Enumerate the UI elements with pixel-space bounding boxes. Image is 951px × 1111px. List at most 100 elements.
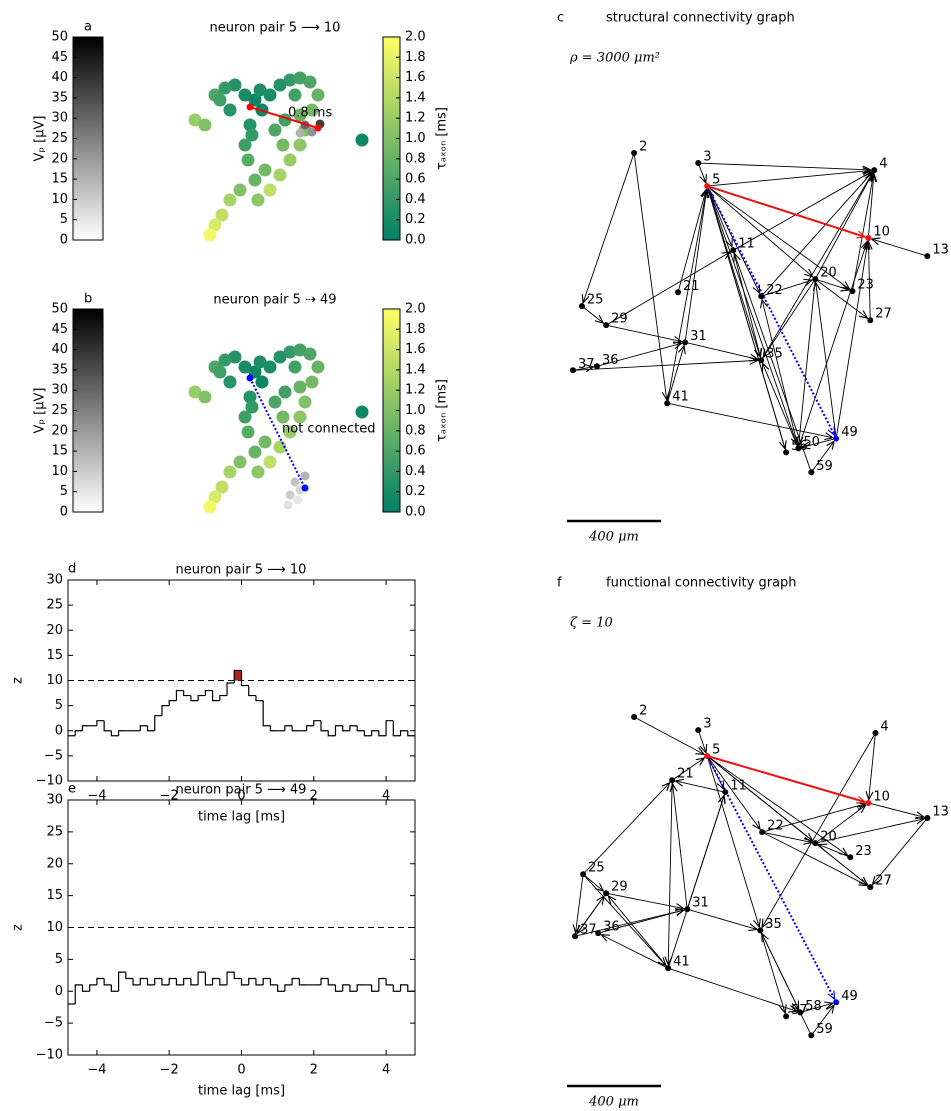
x-tick-label: 2 xyxy=(310,789,318,804)
panel-letter: a xyxy=(84,20,92,35)
axon-point xyxy=(288,360,302,374)
colorbar-tick-label: 0.0 xyxy=(405,505,426,520)
signal-point xyxy=(283,500,293,510)
node-label: 31 xyxy=(692,896,709,911)
node-label: 22 xyxy=(766,283,783,298)
edge xyxy=(687,908,757,929)
edge xyxy=(706,185,812,277)
annotation-group: not connected xyxy=(246,374,376,492)
node-label: 25 xyxy=(587,293,604,308)
colorbar-tick-label: 15 xyxy=(51,172,68,187)
axon-point xyxy=(215,480,229,494)
y-axis-label: z xyxy=(11,924,26,931)
edge xyxy=(810,1005,834,1036)
y-axis-label: z xyxy=(11,677,26,684)
axon-point xyxy=(223,103,237,117)
axon-point xyxy=(245,400,259,414)
histogram-step xyxy=(284,984,293,992)
histogram-step xyxy=(327,730,336,737)
edge xyxy=(706,185,797,445)
colorbar-tick-label: 40 xyxy=(51,70,68,85)
panel-letter: d xyxy=(68,562,76,577)
colorbar-tick-label: 0.6 xyxy=(405,444,426,459)
axon-point xyxy=(228,78,242,92)
colorbar-tick-label: 0.2 xyxy=(405,484,426,499)
histogram-step xyxy=(269,725,278,732)
histogram-step xyxy=(342,984,350,992)
edge xyxy=(671,758,704,781)
axon-point xyxy=(263,360,277,374)
axon-point xyxy=(305,375,319,389)
histogram-step xyxy=(356,984,365,992)
node-label: 37 xyxy=(578,357,595,372)
edge xyxy=(708,189,787,453)
histogram-step xyxy=(96,720,105,726)
node xyxy=(758,357,765,364)
axon-point xyxy=(355,133,369,147)
annotation-group: 0.8 ms xyxy=(246,103,332,132)
histogram-step xyxy=(334,984,343,992)
node xyxy=(867,884,874,891)
node-label: 25 xyxy=(588,861,605,876)
edge xyxy=(706,185,760,293)
edge xyxy=(605,252,730,326)
colorbar-tick-label: 1.6 xyxy=(405,342,426,357)
node-label: 13 xyxy=(932,805,949,820)
node-label: 21 xyxy=(683,279,700,294)
colorbar-label: Vₚ [μV] xyxy=(33,388,48,434)
edge xyxy=(673,784,688,910)
node xyxy=(631,149,638,156)
edge xyxy=(707,170,871,187)
edge xyxy=(867,174,874,239)
axon-point xyxy=(283,345,297,359)
y-tick-label: −10 xyxy=(36,774,63,789)
node-label: 5 xyxy=(712,173,720,188)
axon-point xyxy=(248,445,262,459)
x-tick-label: −2 xyxy=(160,1063,179,1078)
colorbar-tick-label: 45 xyxy=(51,50,68,65)
axon-point xyxy=(251,465,265,479)
histogram-step xyxy=(81,984,90,992)
y-tick-label: 5 xyxy=(55,698,63,713)
node-label: 50 xyxy=(803,435,820,450)
edge xyxy=(583,152,635,303)
edge xyxy=(706,185,865,237)
edge xyxy=(761,831,867,885)
node xyxy=(759,829,766,836)
panel-title: structural connectivity graph xyxy=(606,11,795,26)
x-axis-label: time lag [ms] xyxy=(198,1084,285,1099)
axon-point xyxy=(248,173,262,187)
colorbar-tick-label: 2.0 xyxy=(405,302,426,317)
histogram-step xyxy=(291,977,300,985)
node-label: 27 xyxy=(875,874,892,889)
axon-point xyxy=(251,193,265,207)
node-label: 4 xyxy=(879,157,887,172)
node xyxy=(808,1032,815,1039)
colorbar-tick-label: 2.0 xyxy=(405,30,426,45)
edge xyxy=(633,152,667,400)
node xyxy=(682,339,689,346)
histogram-step xyxy=(175,978,184,986)
panel-subtitle: ζ = 10 xyxy=(570,616,613,631)
colorbar-tick-label: 45 xyxy=(51,322,68,337)
edge xyxy=(760,173,872,361)
histogram-step xyxy=(74,984,83,1004)
histogram-step xyxy=(399,730,408,736)
node-label: 21 xyxy=(677,767,694,782)
y-tick-label: 30 xyxy=(46,793,63,808)
axon-point xyxy=(233,455,247,469)
neuron-marker xyxy=(246,103,254,111)
y-tick-label: 30 xyxy=(46,573,63,588)
histogram-step xyxy=(226,682,235,696)
histogram-step xyxy=(240,670,249,687)
node xyxy=(795,445,802,452)
x-tick-label: 4 xyxy=(382,789,390,804)
y-tick-label: −5 xyxy=(44,748,63,763)
edge xyxy=(814,173,872,280)
node-label: 59 xyxy=(816,1022,833,1037)
axon-point xyxy=(213,365,227,379)
histogram-step xyxy=(255,978,264,986)
edge xyxy=(763,363,799,449)
histogram-step xyxy=(161,705,170,716)
y-tick-label: 20 xyxy=(46,623,63,638)
